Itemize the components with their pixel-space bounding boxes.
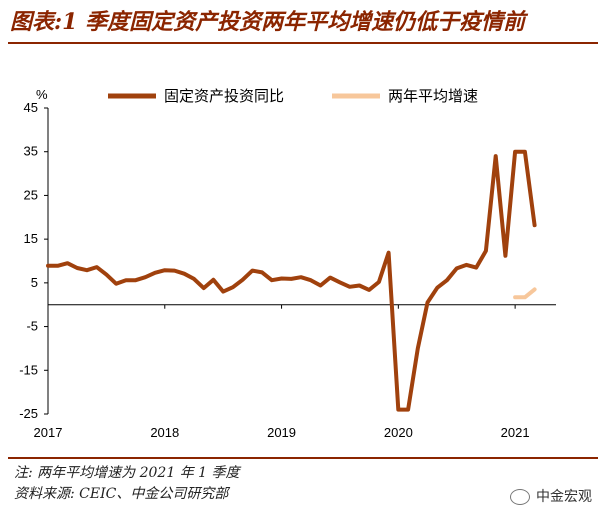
y-tick-label: -25 (19, 406, 38, 421)
series-line-1 (46, 149, 537, 412)
footer-divider (8, 457, 598, 459)
x-tick-label: 2017 (34, 425, 63, 440)
x-tick-label: 2019 (267, 425, 296, 440)
wechat-icon (510, 489, 530, 506)
watermark: 中金宏观 (510, 486, 592, 506)
y-tick-label: 25 (24, 187, 38, 202)
chart-note: 注: 两年平均增速为 2021 年 1 季度 (14, 465, 240, 481)
watermark-text: 中金宏观 (536, 488, 592, 504)
chart-series (46, 149, 537, 412)
y-tick-label: 45 (24, 100, 38, 115)
chart-axes: 45 35 25 15 5 -5 -15 -25% 2017 2018 2019 2020 2021 (19, 87, 556, 440)
y-tick-label: 35 (24, 144, 38, 159)
chart-legend: 固定资产投资同比 两年平均增速 (108, 88, 478, 105)
y-tick-label: 5 (31, 275, 38, 290)
legend-label-2: 两年平均增速 (388, 88, 478, 105)
title-divider (8, 42, 598, 44)
series-line-2 (513, 287, 537, 300)
x-tick-label: 2018 (150, 425, 179, 440)
x-tick-label: 2021 (501, 425, 530, 440)
y-tick-label: 15 (24, 231, 38, 246)
chart-title: 图表:1 季度固定资产投资两年平均增速仍低于疫情前 (10, 9, 526, 35)
y-axis-label: % (36, 87, 48, 102)
legend-label-1: 固定资产投资同比 (164, 88, 284, 105)
chart-source: 资料来源: CEIC、中金公司研究部 (14, 486, 229, 502)
x-tick-label: 2020 (384, 425, 413, 440)
y-tick-label: -15 (19, 362, 38, 377)
y-tick-label: -5 (26, 319, 38, 334)
